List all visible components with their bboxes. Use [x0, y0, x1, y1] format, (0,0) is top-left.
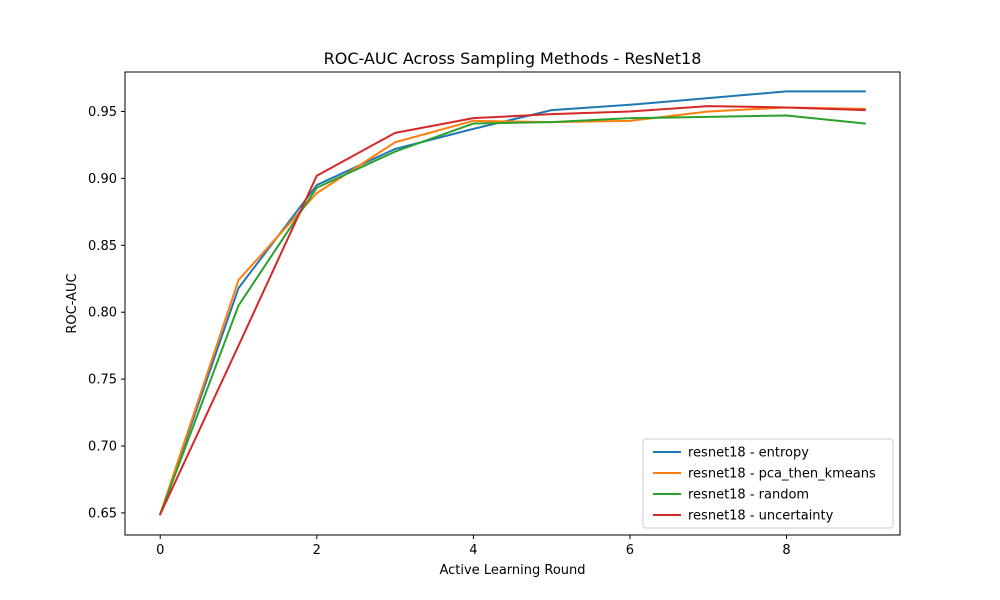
- legend-label-3: resnet18 - random: [688, 488, 809, 503]
- y-tick-label: 0.70: [88, 440, 117, 455]
- x-axis-label: Active Learning Round: [439, 563, 585, 578]
- x-axis: 0 2 4 6 8: [156, 535, 791, 558]
- y-tick-label: 0.85: [88, 239, 117, 254]
- series-line-3: [158, 114, 866, 516]
- x-tick-label: 4: [469, 543, 477, 558]
- legend-label-1: resnet18 - entropy: [688, 446, 809, 461]
- y-tick-label: 0.95: [88, 105, 117, 120]
- y-axis-label: ROC-AUC: [65, 273, 80, 333]
- y-tick-label: 0.75: [88, 373, 117, 388]
- x-tick-label: 0: [156, 543, 164, 558]
- y-axis: 0.65 0.70 0.75 0.80 0.85 0.90 0.95: [88, 105, 125, 521]
- y-tick-label: 0.65: [88, 506, 117, 521]
- legend-box: [642, 438, 894, 529]
- chart-title: ROC-AUC Across Sampling Methods - ResNet…: [324, 49, 702, 68]
- legend: resnet18 - entropy resnet18 - pca_then_km…: [642, 438, 894, 529]
- x-tick-label: 2: [313, 543, 321, 558]
- x-tick-label: 8: [782, 543, 790, 558]
- series-line-4: [158, 105, 866, 516]
- y-tick-label: 0.90: [88, 172, 117, 187]
- x-tick-label: 6: [626, 543, 634, 558]
- plot-area: [158, 90, 866, 516]
- legend-label-4: resnet18 - uncertainty: [688, 509, 834, 524]
- axes-frame: [124, 71, 901, 536]
- y-tick-label: 0.80: [88, 306, 117, 321]
- legend-label-2: resnet18 - pca_then_kmeans: [688, 467, 876, 482]
- series-line-2: [158, 106, 866, 516]
